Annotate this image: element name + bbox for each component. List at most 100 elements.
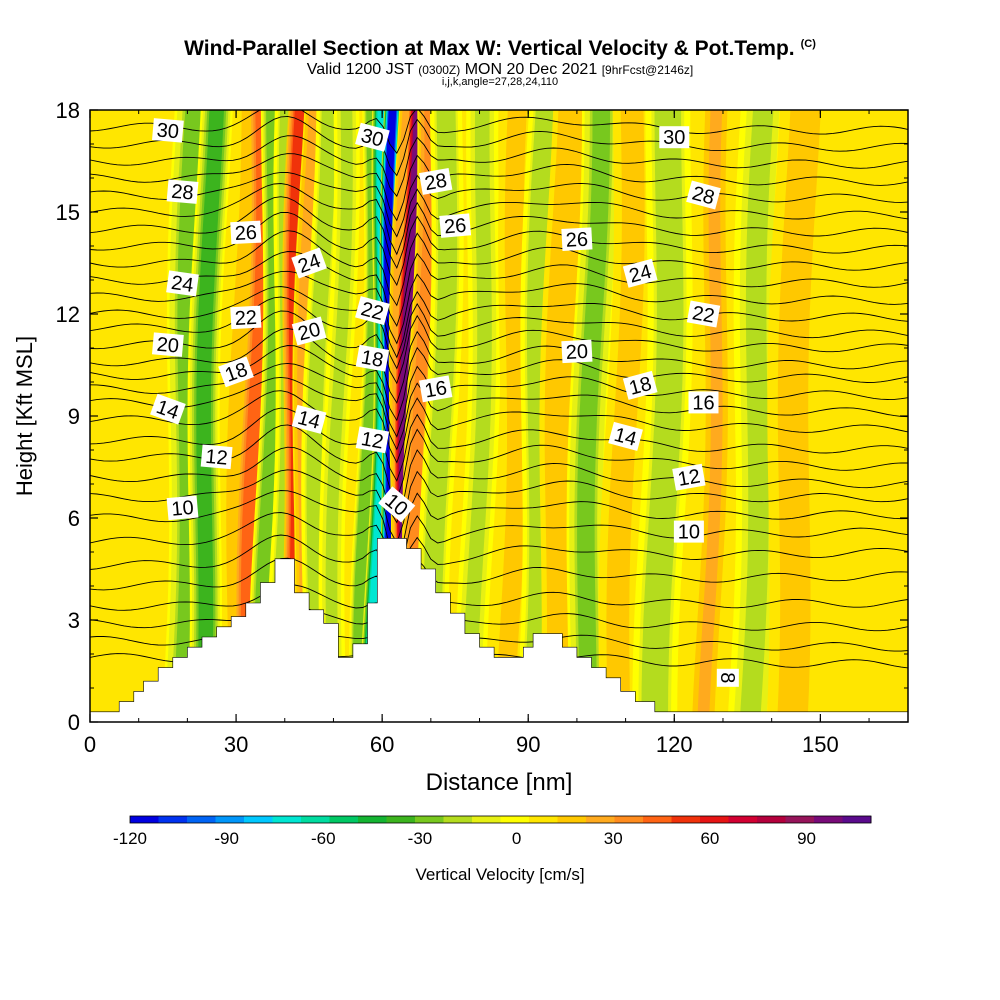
contour-label: 10 — [166, 495, 199, 521]
colorbar-swatch — [700, 816, 729, 823]
y-tick-label: 12 — [56, 302, 80, 327]
colorbar-swatch — [785, 816, 815, 823]
contour-label-text: 22 — [690, 302, 716, 328]
contour-label: 28 — [166, 179, 199, 205]
contour-label-text: 16 — [423, 377, 449, 403]
colorbar-tick-label: -60 — [311, 829, 336, 848]
theta-contour-line — [90, 286, 908, 359]
contour-label-box — [166, 270, 199, 297]
x-tick-label: 30 — [224, 732, 248, 757]
contour-label-text: 26 — [443, 215, 467, 239]
contour-label-box — [561, 227, 593, 251]
colorbar-swatch — [472, 816, 501, 823]
contour-label-box — [152, 118, 184, 143]
contour-label-box — [686, 180, 721, 210]
theta-contour-line — [90, 534, 908, 591]
contour-label-box — [686, 300, 721, 328]
colorbar-tick-label: 30 — [604, 829, 623, 848]
colorbar-tick-label: 0 — [512, 829, 521, 848]
contour-label: 26 — [230, 220, 262, 245]
colorbar-tick-label: -30 — [408, 829, 433, 848]
colorbar-swatch — [586, 816, 615, 823]
contour-label-text: 12 — [359, 428, 385, 454]
colorbar-swatch — [500, 816, 530, 823]
contour-label-box — [659, 126, 690, 149]
velocity-contour — [739, 110, 774, 722]
colorbar-swatch — [358, 816, 387, 823]
contour-label-box — [622, 258, 658, 288]
contour-label-box — [419, 167, 453, 195]
theta-contour-line — [90, 196, 908, 270]
contour-label-box — [166, 179, 199, 204]
colorbar-swatch — [614, 816, 644, 823]
valid-date: MON 20 Dec 2021 — [464, 61, 598, 78]
indices-line: i,j,k,angle=27,28,24,110 — [441, 76, 559, 88]
contour-label-box — [561, 339, 593, 364]
y-tick-label: 15 — [56, 200, 80, 225]
theta-contour-line — [90, 469, 908, 545]
contour-label: 22 — [686, 300, 721, 328]
contour-label: 16 — [688, 391, 719, 414]
contour-label-text: 22 — [234, 307, 257, 330]
contour-label: 10 — [673, 520, 704, 544]
contour-label: 12 — [355, 426, 390, 454]
contour-label-box — [378, 486, 416, 523]
theta-contour-line — [90, 135, 908, 198]
contour-label-box — [355, 122, 390, 152]
theta-contour-line — [90, 211, 908, 287]
theta-contour-line — [90, 230, 908, 307]
velocity-band — [838, 110, 905, 722]
contour-label-box — [166, 495, 199, 521]
colorbar-swatch — [215, 816, 245, 823]
colorbar-swatch — [757, 816, 786, 823]
theta-contour-line — [90, 270, 908, 345]
velocity-contour — [308, 110, 336, 722]
colorbar-swatch — [272, 816, 302, 823]
velocity-contour — [325, 110, 353, 722]
colorbar-label: Vertical Velocity [cm/s] — [415, 865, 584, 884]
contour-label: 16 — [419, 375, 453, 403]
contour-label-box — [230, 220, 262, 245]
colorbar-tick-label: 90 — [797, 829, 816, 848]
valid-time: Valid 1200 JST — [306, 61, 414, 78]
y-axis-label: Height [Kft MSL] — [12, 336, 37, 496]
contour-label-text: 26 — [565, 229, 588, 252]
title-marker: (C) — [800, 38, 816, 50]
contour-label: 18 — [355, 344, 390, 372]
contour-label: 20 — [561, 339, 593, 364]
colorbar-tick-label: 60 — [700, 829, 719, 848]
contour-label-text: 10 — [171, 497, 195, 521]
colorbar-swatch — [814, 816, 843, 823]
y-tick-label: 6 — [68, 506, 80, 531]
contour-label-text: 20 — [156, 334, 180, 358]
chart-subtitle: Valid 1200 JST (0300Z) MON 20 Dec 2021 [… — [0, 61, 1000, 79]
theta-contour-line — [90, 584, 908, 632]
velocity-contour — [354, 110, 379, 722]
y-axis: 0 3 6 9 12 15 18 Height [Kft MSL] — [12, 98, 908, 735]
contour-label: 24 — [622, 258, 658, 288]
contour-label: 24 — [166, 270, 199, 297]
contour-label-text: 26 — [234, 222, 257, 245]
x-tick-label: 120 — [656, 732, 693, 757]
contour-label: 22 — [230, 305, 262, 330]
terrain — [90, 538, 908, 722]
x-axis-label: Distance [nm] — [426, 769, 573, 796]
colorbar-swatch — [187, 816, 216, 823]
contour-label-text: 10 — [678, 522, 700, 544]
chart-title: Wind-Parallel Section at Max W: Vertical… — [0, 37, 1000, 61]
colorbar-tick-label: -120 — [113, 829, 147, 848]
contour-label-box — [291, 247, 327, 279]
contour-label: 8 — [716, 668, 739, 687]
contour-label-box — [622, 370, 658, 400]
contour-label: 30 — [659, 126, 690, 149]
contour-label-text: 12 — [676, 465, 702, 491]
contour-label: 12 — [200, 444, 233, 470]
contour-label-box — [716, 668, 739, 687]
theta-contour-line — [90, 115, 908, 177]
colorbar-swatch — [244, 816, 273, 823]
velocity-contour — [852, 110, 891, 722]
contour-label-box — [672, 463, 706, 491]
velocity-contour — [461, 110, 492, 722]
contour-label-box — [291, 316, 327, 346]
